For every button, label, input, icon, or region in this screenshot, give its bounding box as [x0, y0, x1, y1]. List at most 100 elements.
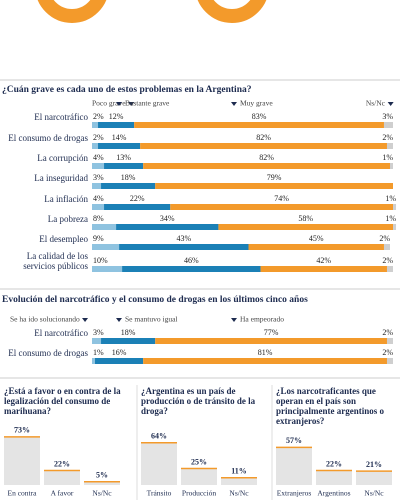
value-label: 3% [382, 112, 393, 121]
value-label: 14% [112, 133, 127, 142]
bar-segment [92, 122, 99, 128]
value-label: 4% [93, 153, 104, 162]
value-label: 46% [184, 256, 199, 265]
value-label: 5% [96, 471, 108, 480]
bar-segment [260, 266, 387, 272]
bar-segment [143, 163, 390, 169]
chart-title: Evolución del narcotráfico y el consumo … [2, 295, 308, 305]
bar-segment [393, 204, 397, 210]
bar-segment [140, 143, 387, 149]
value-label: 79% [267, 173, 282, 182]
row-label: El desempleo [39, 234, 88, 244]
bar-segment [386, 358, 393, 364]
legend-label: Se ha ido solucionando [10, 315, 80, 324]
bar-segment [122, 266, 261, 272]
bar-segment [92, 358, 96, 364]
bar-segment [98, 122, 135, 128]
value-label: 13% [116, 153, 131, 162]
value-label: 16% [112, 348, 127, 357]
donut-decoration [197, 0, 267, 23]
bar-segment [92, 224, 117, 230]
bar [356, 471, 392, 485]
value-label: 9% [93, 234, 104, 243]
value-label: 82% [256, 133, 271, 142]
row-label: El narcotráfico [34, 112, 88, 122]
value-label: 34% [160, 214, 175, 223]
value-label: 82% [259, 153, 274, 162]
chart-title: ¿Está a favor o en contra de la legaliza… [4, 386, 121, 416]
bar-segment [386, 266, 393, 272]
bar [276, 447, 312, 485]
value-label: 4% [93, 194, 104, 203]
legend-arrow [116, 102, 122, 106]
legend-arrow [82, 318, 89, 322]
bar-segment [134, 122, 384, 128]
value-label: 42% [316, 256, 331, 265]
chart-title: ¿Cuán grave es cada uno de estos problem… [2, 85, 252, 95]
legend-label: Se mantuvo igual [125, 315, 178, 324]
value-label: 57% [286, 436, 302, 445]
value-label: 18% [121, 328, 136, 337]
bar-segment [155, 338, 387, 344]
value-label: 77% [264, 328, 279, 337]
value-label: 43% [176, 234, 191, 243]
value-label: 1% [93, 348, 104, 357]
x-tick-label: Extranjeros [277, 489, 312, 498]
value-label: 3% [93, 328, 104, 337]
bar-segment [218, 224, 393, 230]
legend-arrow [116, 318, 122, 322]
x-tick-label: Ns/Nc [92, 489, 112, 498]
bar-segment [170, 204, 393, 210]
bar-segment [386, 338, 393, 344]
legend-label: Bastante grave [125, 99, 170, 108]
row-label: La pobreza [47, 214, 88, 224]
x-tick-label: Ns/Nc [364, 489, 384, 498]
value-label: 83% [252, 112, 267, 121]
value-label: 2% [379, 234, 390, 243]
value-label: 12% [109, 112, 124, 121]
value-label: 74% [274, 194, 289, 203]
legend-arrow [387, 102, 394, 106]
bar-segment [104, 204, 171, 210]
x-tick-label: A favor [51, 489, 74, 498]
bar [141, 442, 177, 485]
row-label: El consumo de drogas [8, 133, 88, 143]
legend-label: Ha empeorado [240, 315, 284, 324]
value-label: 25% [191, 457, 207, 466]
value-label: 64% [151, 432, 167, 441]
bar-segment [119, 244, 249, 250]
bar [316, 470, 352, 485]
bar-segment [383, 122, 393, 128]
legend-arrow [231, 318, 237, 322]
legend-arrow [231, 102, 237, 106]
bar-segment [116, 224, 219, 230]
bar-segment [95, 358, 144, 364]
value-label: 1% [385, 214, 396, 223]
row-label: El consumo de drogas [8, 348, 88, 358]
value-label: 18% [121, 173, 136, 182]
value-label: 8% [93, 214, 104, 223]
bar-segment [92, 143, 99, 149]
value-label: 1% [382, 153, 393, 162]
value-label: 1% [385, 194, 396, 203]
bar-segment [104, 163, 144, 169]
row-label: La corrupción [37, 153, 88, 163]
row-label: La inflación [44, 194, 88, 204]
value-label: 2% [382, 256, 393, 265]
value-label: 22% [54, 459, 70, 468]
chart-title: ¿Argentina es un país de producción o de… [141, 386, 256, 416]
legend-label: Ns/Nc [366, 99, 386, 108]
bar-segment [92, 266, 123, 272]
value-label: 22% [326, 459, 342, 468]
value-label: 2% [93, 112, 104, 121]
x-tick-label: Tránsito [147, 489, 172, 498]
donut-decoration [37, 0, 107, 23]
bar [84, 481, 120, 485]
value-label: 10% [93, 256, 108, 265]
bar-segment [92, 183, 102, 189]
legend-label: Poco grave [92, 99, 126, 108]
legend-arrow [128, 102, 135, 106]
bar [181, 468, 217, 485]
bar-segment [101, 183, 156, 189]
bar-segment [92, 338, 102, 344]
